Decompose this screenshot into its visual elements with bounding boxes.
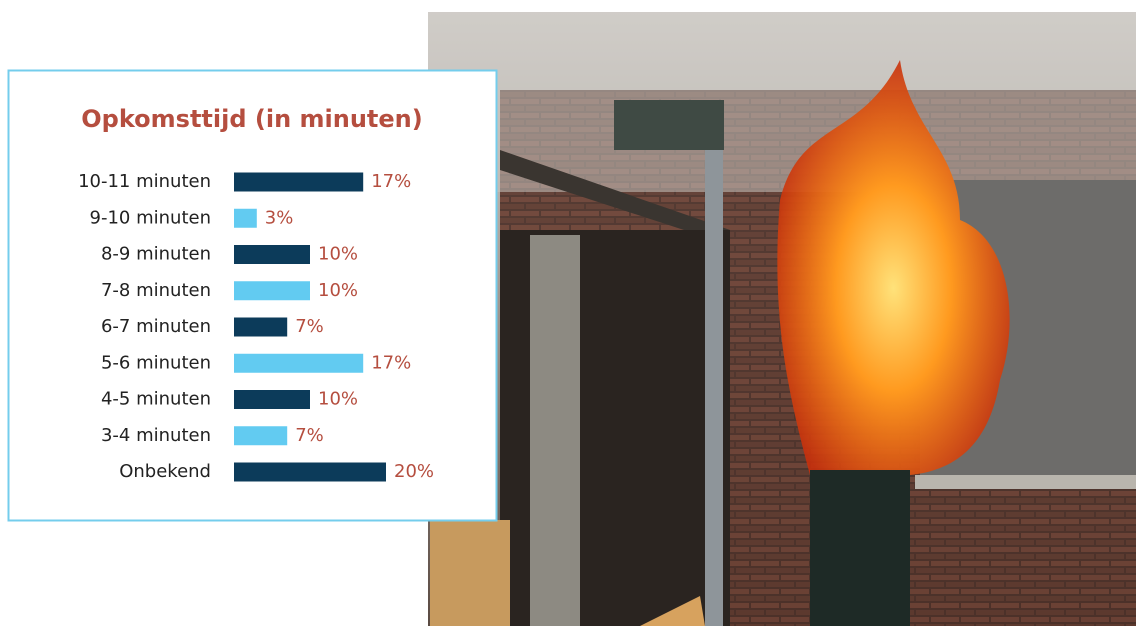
value-label: 10%	[318, 389, 358, 410]
bar	[234, 318, 287, 337]
value-label: 17%	[371, 352, 411, 373]
category-label: 4-5 minuten	[101, 389, 211, 410]
value-label: 7%	[295, 425, 324, 446]
page: Opkomsttijd (in minuten) 10-11 minuten 17…	[0, 0, 1136, 626]
bar	[234, 245, 310, 264]
value-label: 10%	[318, 244, 358, 265]
bar	[234, 209, 257, 228]
category-label: Onbekend	[119, 461, 211, 482]
bar	[234, 390, 310, 409]
bar	[234, 463, 386, 482]
value-label: 3%	[265, 207, 294, 228]
bar	[234, 281, 310, 300]
bar	[234, 173, 363, 192]
value-label: 17%	[371, 171, 411, 192]
category-label: 9-10 minuten	[90, 207, 211, 228]
chart-title: Opkomsttijd (in minuten)	[81, 105, 422, 133]
bar	[234, 354, 363, 373]
category-label: 10-11 minuten	[78, 171, 211, 192]
value-label: 10%	[318, 280, 358, 301]
category-label: 8-9 minuten	[101, 244, 211, 265]
category-label: 6-7 minuten	[101, 316, 211, 337]
photo	[428, 12, 1136, 626]
bar	[234, 426, 287, 445]
value-label: 7%	[295, 316, 324, 337]
value-label: 20%	[394, 461, 434, 482]
category-label: 7-8 minuten	[101, 280, 211, 301]
category-label: 5-6 minuten	[101, 352, 211, 373]
category-label: 3-4 minuten	[101, 425, 211, 446]
